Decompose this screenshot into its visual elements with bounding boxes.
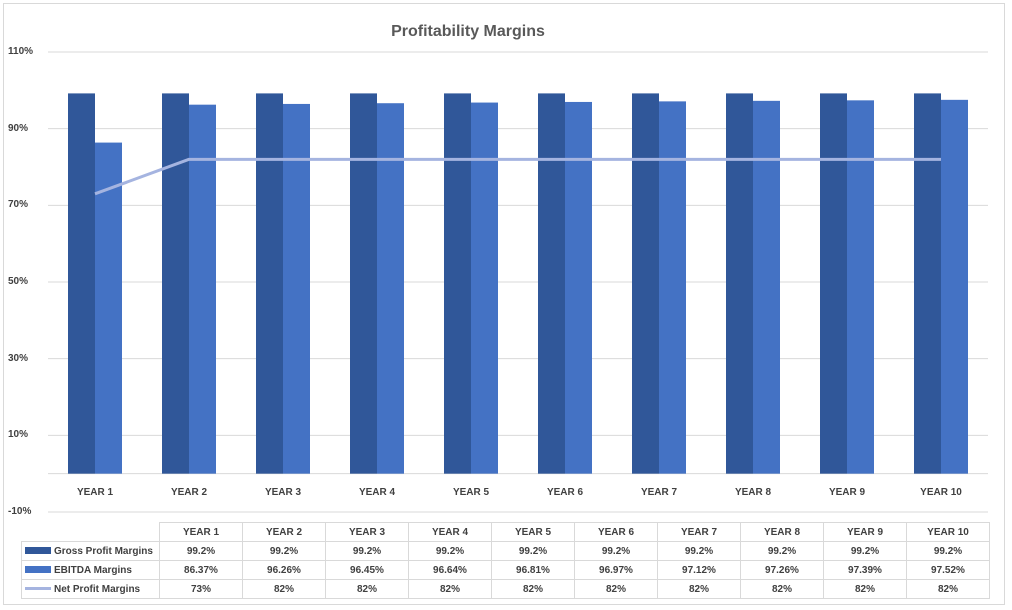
y-tick-label: -10%: [8, 506, 32, 517]
data-table-cell: 82%: [242, 579, 326, 599]
bar-ebitda: [377, 103, 404, 474]
data-table-cell: 99.2%: [159, 541, 243, 561]
x-category-label: YEAR 4: [358, 487, 396, 498]
data-table-column-header: YEAR 7: [657, 522, 741, 542]
data-table-series-label: EBITDA Margins: [21, 560, 160, 580]
data-table-cell: 99.2%: [242, 541, 326, 561]
bar-gross-profit: [68, 93, 95, 474]
data-table-cell: 82%: [491, 579, 575, 599]
bar-ebitda: [941, 99, 968, 474]
data-table-cell: 97.52%: [906, 560, 990, 580]
data-table-cell: 96.81%: [491, 560, 575, 580]
data-table-cell: 99.2%: [823, 541, 907, 561]
bar-ebitda: [565, 101, 592, 474]
x-category-label: YEAR 8: [734, 487, 772, 498]
x-category-label: YEAR 1: [76, 487, 114, 498]
bar-gross-profit: [632, 93, 659, 474]
data-table-series-label: Gross Profit Margins: [21, 541, 160, 561]
chart-title: Profitability Margins: [391, 23, 545, 40]
bar-gross-profit: [726, 93, 753, 474]
data-table-cell: 82%: [408, 579, 492, 599]
x-category-label: YEAR 6: [546, 487, 584, 498]
legend-series-name: Net Profit Margins: [54, 583, 141, 595]
y-tick-label: 70%: [8, 199, 29, 211]
chart-area: Profitability Margins 110% 90% 70% 50% 30% 10…: [3, 3, 1005, 605]
data-table-column-header: YEAR 6: [574, 522, 658, 542]
bar-ebitda: [659, 101, 686, 474]
legend-series-name: EBITDA Margins: [54, 564, 132, 576]
data-table-cell: 73%: [159, 579, 243, 599]
data-table-row: Net Profit Margins 73% 82% 82% 82% 82% 82% 82% 8…: [21, 579, 990, 599]
data-table-column-header: YEAR 8: [740, 522, 824, 542]
data-table-header-row: YEAR 1 YEAR 2 YEAR 3 YEAR 4 YEAR 5 YEAR 6 YEAR…: [21, 522, 990, 542]
y-tick-label: 110%: [8, 46, 34, 57]
data-table: YEAR 1 YEAR 2 YEAR 3 YEAR 4 YEAR 5 YEAR 6 YEAR…: [21, 522, 990, 599]
x-category-label: YEAR 7: [640, 487, 678, 498]
x-category-label: YEAR 5: [452, 487, 490, 498]
data-table-corner: [21, 522, 160, 542]
x-category-label: YEAR 2: [170, 487, 208, 498]
data-table-cell: 99.2%: [325, 541, 409, 561]
data-table-cell: 96.97%: [574, 560, 658, 580]
data-table-cell: 99.2%: [906, 541, 990, 561]
y-tick-label: 90%: [8, 122, 29, 134]
x-category-label: YEAR 3: [264, 487, 302, 498]
data-table-cell: 99.2%: [740, 541, 824, 561]
data-table-cell: 82%: [906, 579, 990, 599]
data-table-cell: 96.26%: [242, 560, 326, 580]
data-table-cell: 96.64%: [408, 560, 492, 580]
data-table-row: EBITDA Margins 86.37% 96.26% 96.45% 96.64% 96…: [21, 560, 990, 580]
data-table-column-header: YEAR 1: [159, 522, 243, 542]
x-category-label: YEAR 10: [920, 487, 962, 498]
bar-gross-profit: [350, 93, 377, 474]
line-net-profit: [94, 157, 941, 196]
data-table-series-label: Net Profit Margins: [21, 579, 160, 599]
legend-key: [25, 547, 51, 555]
bar-ebitda: [189, 104, 216, 474]
y-tick-label: 30%: [8, 352, 29, 364]
data-table-cell: 99.2%: [491, 541, 575, 561]
chart-plot: [48, 51, 988, 513]
y-tick-label: 10%: [8, 429, 29, 441]
bar-ebitda: [753, 100, 780, 474]
legend-series-name: Gross Profit Margins: [54, 545, 153, 557]
x-category-label: YEAR 9: [828, 487, 866, 498]
data-table-cell: 82%: [574, 579, 658, 599]
data-table-column-header: YEAR 5: [491, 522, 575, 542]
data-table-cell: 82%: [657, 579, 741, 599]
data-table-cell: 97.26%: [740, 560, 824, 580]
data-table-cell: 99.2%: [574, 541, 658, 561]
data-table-cell: 82%: [325, 579, 409, 599]
data-table-cell: 99.2%: [408, 541, 492, 561]
bar-ebitda: [95, 142, 122, 474]
bar-gross-profit: [538, 93, 565, 474]
bar-gross-profit: [444, 93, 471, 474]
bar-gross-profit: [256, 93, 283, 474]
data-table-column-header: YEAR 9: [823, 522, 907, 542]
data-table-cell: 86.37%: [159, 560, 243, 580]
bar-gross-profit: [914, 93, 941, 474]
data-table-column-header: YEAR 4: [408, 522, 492, 542]
data-table-cell: 97.12%: [657, 560, 741, 580]
bar-ebitda: [847, 100, 874, 474]
data-table-column-header: YEAR 2: [242, 522, 326, 542]
data-table-column-header: YEAR 3: [325, 522, 409, 542]
data-table-cell: 99.2%: [657, 541, 741, 561]
bar-gross-profit: [820, 93, 847, 474]
bar-ebitda: [283, 103, 310, 474]
data-table-row: Gross Profit Margins 99.2% 99.2% 99.2% 99.2%…: [21, 541, 990, 561]
data-table-cell: 97.39%: [823, 560, 907, 580]
legend-key: [25, 587, 51, 591]
bar-gross-profit: [162, 93, 189, 474]
data-table-cell: 82%: [740, 579, 824, 599]
bar-ebitda: [471, 102, 498, 474]
data-table-cell: 96.45%: [325, 560, 409, 580]
data-table-column-header: YEAR 10: [906, 522, 990, 542]
legend-key: [25, 566, 51, 574]
data-table-cell: 82%: [823, 579, 907, 599]
y-tick-label: 50%: [8, 276, 29, 287]
